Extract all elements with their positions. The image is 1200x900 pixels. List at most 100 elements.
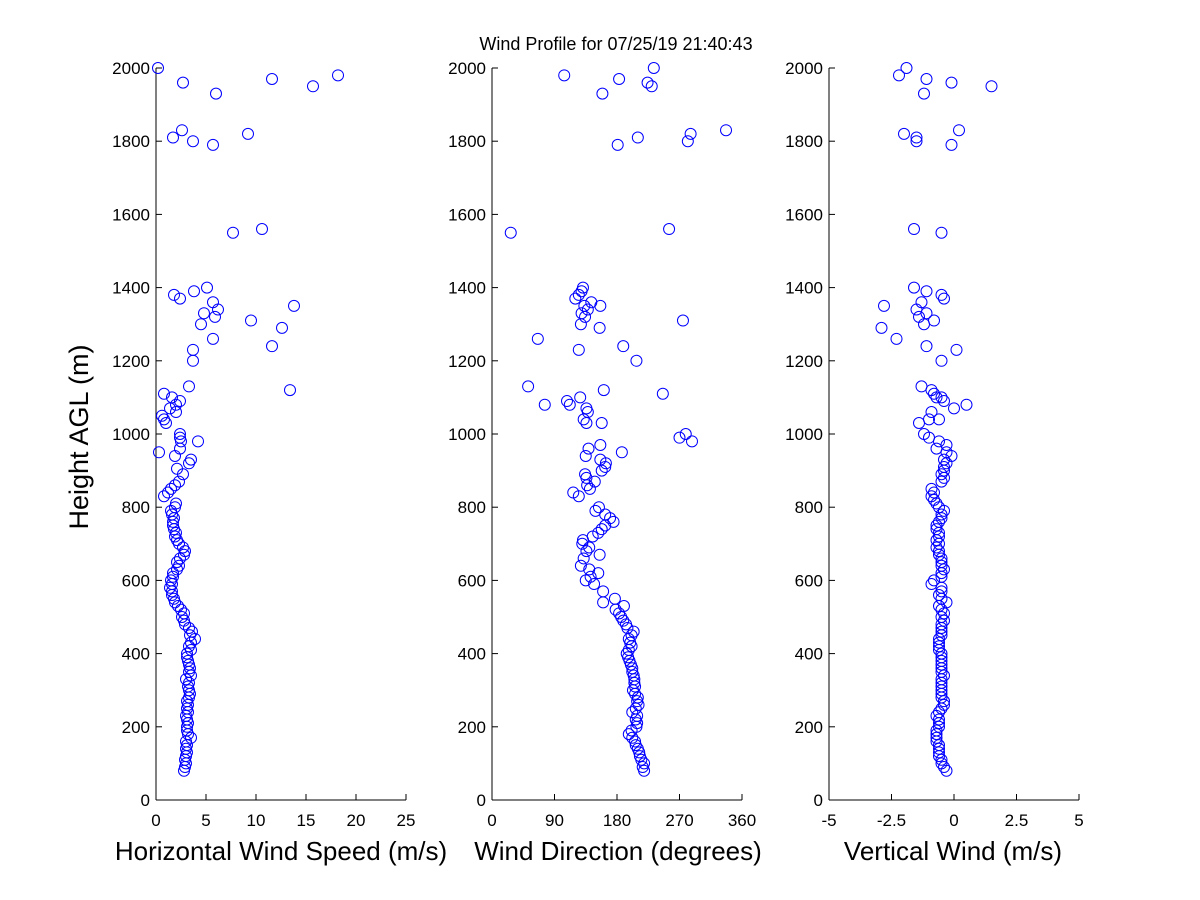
vertical-data-point <box>933 515 945 528</box>
speed-data-point <box>284 384 296 397</box>
horizontal-wind-speed-panel: Horizontal Wind Speed (m/s) 020040060080… <box>112 59 447 866</box>
speed-data-point <box>178 607 190 620</box>
vertical-data-point <box>935 556 948 569</box>
speed-data-point <box>210 87 222 100</box>
vertical-data-point <box>953 124 965 137</box>
y-tick-label: 1800 <box>112 132 150 151</box>
speed-data-point <box>187 354 199 367</box>
speed-data-point <box>167 570 179 583</box>
vertical-data-point <box>930 709 943 722</box>
y-tick-label: 800 <box>795 498 823 517</box>
direction-data-point <box>538 398 551 411</box>
speed-data-point <box>169 479 181 492</box>
vertical-data-point <box>910 131 923 144</box>
vertical-data-point <box>938 695 950 708</box>
vertical-data-point <box>933 636 945 649</box>
y-tick-label: 1400 <box>785 279 823 298</box>
vertical-data-point <box>933 746 945 759</box>
y-tick-label: 200 <box>458 718 486 737</box>
speed-data-point <box>173 475 185 488</box>
direction-data-point <box>580 417 593 430</box>
vertical-data-point <box>918 318 930 331</box>
vertical-data-point <box>923 413 935 426</box>
vertical-data-point <box>910 303 923 316</box>
speed-data-point <box>152 62 164 74</box>
direction-data-point <box>592 501 605 514</box>
speed-data-point <box>183 658 195 671</box>
vertical-data-point <box>908 281 920 294</box>
vertical-data-point <box>935 226 948 239</box>
speed-data-point <box>166 508 178 521</box>
direction-data-point <box>580 545 593 558</box>
direction-data-point <box>563 398 576 411</box>
direction-data-point <box>582 442 595 455</box>
direction-data-point <box>684 127 697 140</box>
direction-data-point <box>581 303 594 316</box>
vertical-data-point <box>935 475 948 488</box>
vertical-data-point <box>918 428 930 440</box>
y-tick-label: 1400 <box>112 279 150 298</box>
vertical-data-point <box>928 493 940 506</box>
vertical-data-point <box>910 135 923 148</box>
vertical-data-point <box>918 87 930 100</box>
direction-data-point <box>580 402 593 415</box>
speed-data-point <box>158 490 170 503</box>
speed-data-point <box>162 486 174 499</box>
vertical-data-point <box>900 62 913 74</box>
direction-data-point <box>608 592 621 605</box>
vertical-data-point <box>935 512 948 525</box>
direction-data-point <box>561 395 573 408</box>
vertical-data-point <box>985 80 998 93</box>
y-tick-label: 1000 <box>112 425 150 444</box>
wind-direction-xlabel: Wind Direction (degrees) <box>474 836 762 866</box>
vertical-data-point <box>928 574 940 587</box>
speed-data-point <box>164 402 176 415</box>
speed-data-point <box>266 72 278 85</box>
speed-data-point <box>201 281 213 294</box>
y-tick-label: 400 <box>795 645 823 664</box>
x-tick-label: 360 <box>728 811 756 830</box>
speed-data-point <box>209 310 221 323</box>
vertical-data-point <box>930 731 943 744</box>
direction-data-point <box>522 380 535 393</box>
vertical-data-point <box>960 398 973 411</box>
speed-data-point <box>212 303 224 316</box>
vertical-data-point <box>933 739 945 752</box>
speed-data-point <box>176 124 188 137</box>
direction-data-point <box>575 307 588 320</box>
speed-data-point <box>167 567 179 580</box>
vertical-data-point <box>935 288 948 301</box>
vertical-data-point <box>935 654 948 667</box>
x-tick-label: 0 <box>949 811 958 830</box>
y-tick-label: 600 <box>122 571 150 590</box>
vertical-data-point <box>875 321 888 334</box>
direction-data-point <box>615 446 628 459</box>
direction-data-point <box>638 757 651 770</box>
direction-data-point <box>531 332 544 345</box>
vertical-data-point <box>935 618 948 631</box>
y-tick-label: 0 <box>141 791 150 810</box>
direction-data-point <box>588 578 601 591</box>
y-tick-label: 1400 <box>448 279 486 298</box>
speed-data-point <box>177 541 189 554</box>
direction-data-point <box>589 504 602 517</box>
vertical-data-point <box>913 417 925 430</box>
speed-data-point <box>288 299 300 312</box>
vertical-data-point <box>878 299 890 312</box>
direction-data-point <box>569 292 582 305</box>
speed-data-point <box>168 288 180 301</box>
speed-data-point <box>175 603 187 616</box>
direction-data-point <box>588 475 601 488</box>
wind-direction-panel: Wind Direction (degrees) 0 200 400 600 800 10… <box>448 59 762 866</box>
direction-data-point <box>617 340 630 353</box>
vertical-data-point <box>915 380 928 393</box>
direction-data-point <box>673 431 686 444</box>
vertical-data-point <box>930 523 943 536</box>
vertical-data-point <box>920 72 933 85</box>
y-tick-label: 600 <box>795 571 823 590</box>
vertical-data-point <box>933 742 945 755</box>
vertical-data-point <box>930 541 943 554</box>
speed-data-point <box>185 731 197 744</box>
y-tick-label: 2000 <box>448 59 486 78</box>
vertical-data-point <box>938 453 950 466</box>
